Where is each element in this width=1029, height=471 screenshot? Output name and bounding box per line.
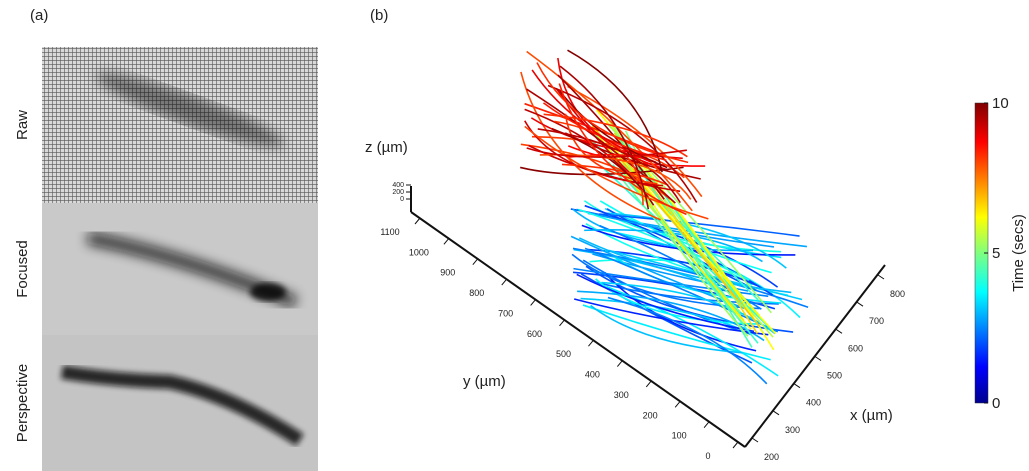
tick [560,320,565,326]
tick-label: 700 [498,308,513,318]
perspective-image [42,335,318,471]
tick-label: 900 [440,268,455,278]
tick [646,381,651,387]
colorbar-label: Time (secs) [1010,214,1027,292]
tick-label: 700 [869,316,884,326]
row-label: Raw [14,110,31,140]
tick-label: 10 [992,95,1009,112]
tick-label: 0 [400,196,404,203]
tick-label: 400 [585,370,600,380]
row-label: Perspective [14,364,31,442]
tick [588,340,593,346]
tick-label: 500 [556,349,571,359]
tick [704,422,709,428]
tick [617,361,622,367]
figure: (a) Raw Focused Perspective (b) z (µm) y… [0,0,1029,471]
tick [531,299,536,305]
tick [752,438,758,442]
panel-label: (b) [370,7,388,24]
tick [836,329,842,333]
tick-label: 200 [643,410,658,420]
focused-image [42,203,318,335]
tick-label: 800 [469,288,484,298]
tick [857,302,863,306]
tick-label: 0 [992,395,1000,412]
panel-label: (a) [30,7,48,24]
tick-label: 500 [827,371,842,381]
tick-label: 200 [392,189,404,196]
tick-label: 300 [785,425,800,435]
axis-label: z (µm) [365,139,408,156]
tick-label: 800 [890,289,905,299]
tick-label: 200 [764,452,779,462]
tick [878,275,884,279]
tick-label: 100 [672,431,687,441]
tick [502,279,507,285]
tick-label: 600 [848,343,863,353]
tick [773,411,779,415]
tick [415,218,420,224]
tick-label: 400 [392,182,404,189]
axis-label: x (µm) [850,407,893,424]
tick-label: 5 [992,245,1000,262]
tick [733,442,738,448]
tick-label: 400 [806,398,821,408]
tick-label: 300 [614,390,629,400]
tick-label: 1000 [409,247,429,257]
tick [794,384,800,388]
axis-label: y (µm) [463,373,506,390]
tick [444,238,449,244]
raw-image [42,47,318,203]
tick-label: 600 [527,329,542,339]
trajectories [520,50,808,384]
tick [473,259,478,265]
row-label: Focused [14,240,31,298]
tick [815,357,821,361]
tick [675,401,680,407]
tick-label: 1100 [380,227,399,237]
tick-label: 0 [705,451,710,461]
